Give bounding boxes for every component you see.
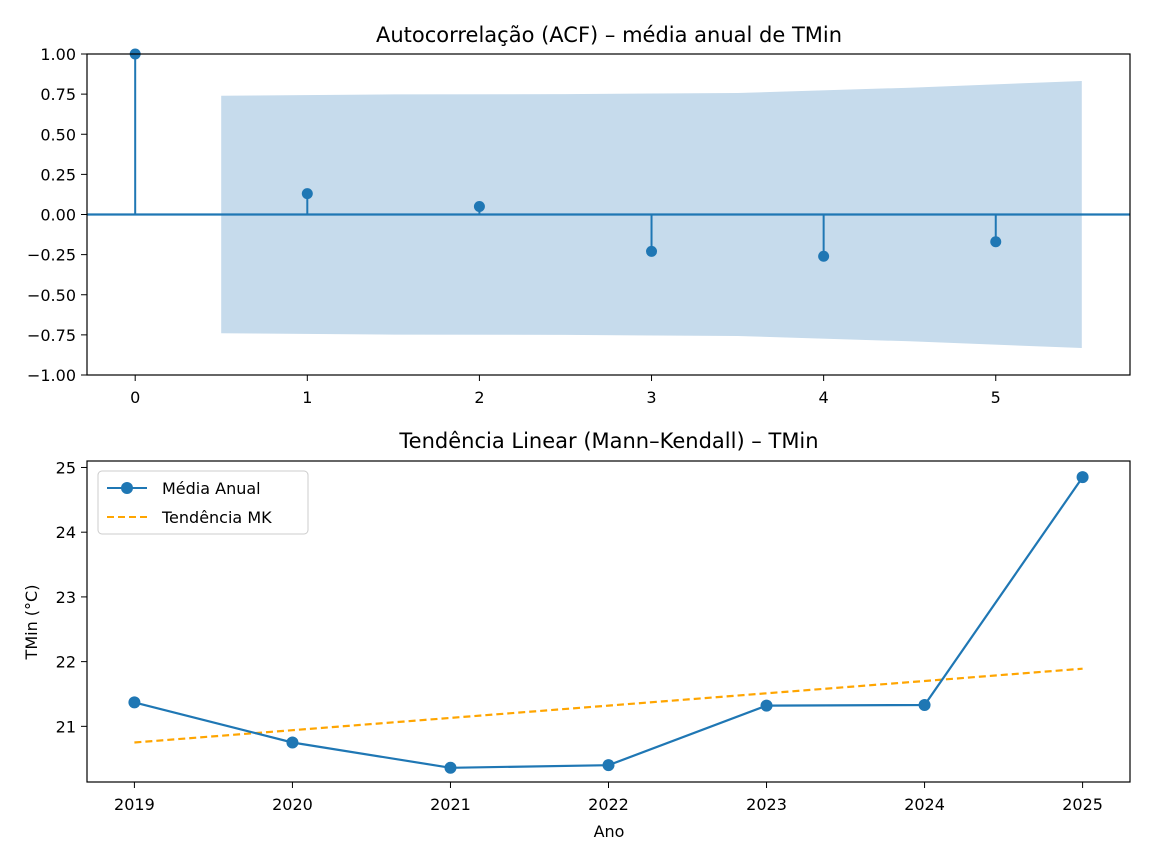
trend-point-2021 bbox=[444, 761, 457, 774]
trend-x-tick-label-2025: 2025 bbox=[1062, 795, 1103, 814]
trend-x-tick-label-2022: 2022 bbox=[588, 795, 629, 814]
trend-x-tick-label-2021: 2021 bbox=[430, 795, 471, 814]
trend-axes-frame bbox=[86, 460, 1131, 783]
acf-y-tick-label-3: 0.25 bbox=[40, 165, 76, 184]
trend-x-axis: 2019 2020 2021 2022 2023 2024 2025 bbox=[114, 782, 1103, 814]
acf-axes-frame bbox=[86, 53, 1131, 376]
trend-x-tick-label-2024: 2024 bbox=[904, 795, 945, 814]
trend-point-2023 bbox=[760, 699, 773, 712]
acf-point-lag-3 bbox=[646, 245, 658, 257]
trend-point-2024 bbox=[918, 698, 931, 711]
acf-y-tick-label-8: −1.00 bbox=[27, 366, 76, 385]
acf-y-tick-label-6: −0.50 bbox=[27, 286, 76, 305]
legend-marker-dot-media bbox=[121, 482, 133, 494]
acf-x-tick-label-1: 1 bbox=[302, 388, 312, 407]
trend-x-tick-label-2023: 2023 bbox=[746, 795, 787, 814]
acf-x-axis: 0 1 2 3 4 5 bbox=[130, 375, 1001, 407]
trend-chart-title: Tendência Linear (Mann–Kendall) – TMin bbox=[398, 429, 818, 453]
trend-y-tick-label-22: 22 bbox=[56, 653, 76, 672]
acf-chart: Autocorrelação (ACF) – média anual de TM… bbox=[27, 23, 1131, 407]
legend-box bbox=[97, 470, 309, 535]
acf-y-tick-label-5: −0.25 bbox=[27, 246, 76, 265]
trend-chart: Tendência Linear (Mann–Kendall) – TMin 2… bbox=[22, 429, 1131, 841]
acf-x-tick-label-4: 4 bbox=[819, 388, 829, 407]
acf-y-tick-label-7: −0.75 bbox=[27, 326, 76, 345]
trend-point-2025 bbox=[1076, 471, 1089, 484]
acf-y-tick-label-2: 0.50 bbox=[40, 125, 76, 144]
acf-chart-title: Autocorrelação (ACF) – média anual de TM… bbox=[376, 23, 842, 47]
legend-label-media-anual: Média Anual bbox=[162, 479, 261, 498]
trend-y-axis-label: TMin (°C) bbox=[22, 585, 41, 661]
trend-y-tick-label-25: 25 bbox=[56, 458, 76, 477]
acf-y-axis: 1.00 0.75 0.50 0.25 0.00 −0.25 −0.50 −0.75 −1.00 bbox=[27, 45, 87, 385]
trend-x-tick-label-2020: 2020 bbox=[272, 795, 313, 814]
trend-line-tendencia-mk bbox=[134, 667, 1083, 744]
acf-y-tick-label-1: 0.75 bbox=[40, 85, 76, 104]
trend-point-2022 bbox=[602, 759, 615, 772]
trend-y-tick-label-21: 21 bbox=[56, 717, 76, 736]
acf-y-tick-label-4: 0.00 bbox=[40, 206, 76, 225]
legend-label-tendencia-mk: Tendência MK bbox=[161, 508, 272, 527]
trend-y-axis: 21 22 23 24 25 bbox=[56, 458, 87, 736]
trend-point-2019 bbox=[128, 696, 141, 709]
trend-plot-area bbox=[128, 471, 1089, 774]
acf-point-lag-4 bbox=[818, 250, 830, 262]
acf-plot-area bbox=[87, 48, 1130, 348]
trend-y-tick-label-23: 23 bbox=[56, 588, 76, 607]
trend-x-tick-label-2019: 2019 bbox=[114, 795, 155, 814]
trend-point-2020 bbox=[286, 736, 299, 749]
acf-x-tick-label-2: 2 bbox=[474, 388, 484, 407]
acf-x-tick-label-5: 5 bbox=[991, 388, 1001, 407]
acf-y-tick-label-0: 1.00 bbox=[40, 45, 76, 64]
acf-x-tick-label-0: 0 bbox=[130, 388, 140, 407]
trend-x-axis-label: Ano bbox=[594, 822, 625, 841]
acf-point-lag-1 bbox=[301, 188, 313, 200]
acf-point-lag-5 bbox=[990, 236, 1002, 248]
acf-point-lag-2 bbox=[473, 200, 485, 212]
trend-y-tick-label-24: 24 bbox=[56, 523, 76, 542]
trend-legend: Média Anual Tendência MK bbox=[97, 470, 309, 535]
acf-x-tick-label-3: 3 bbox=[646, 388, 656, 407]
